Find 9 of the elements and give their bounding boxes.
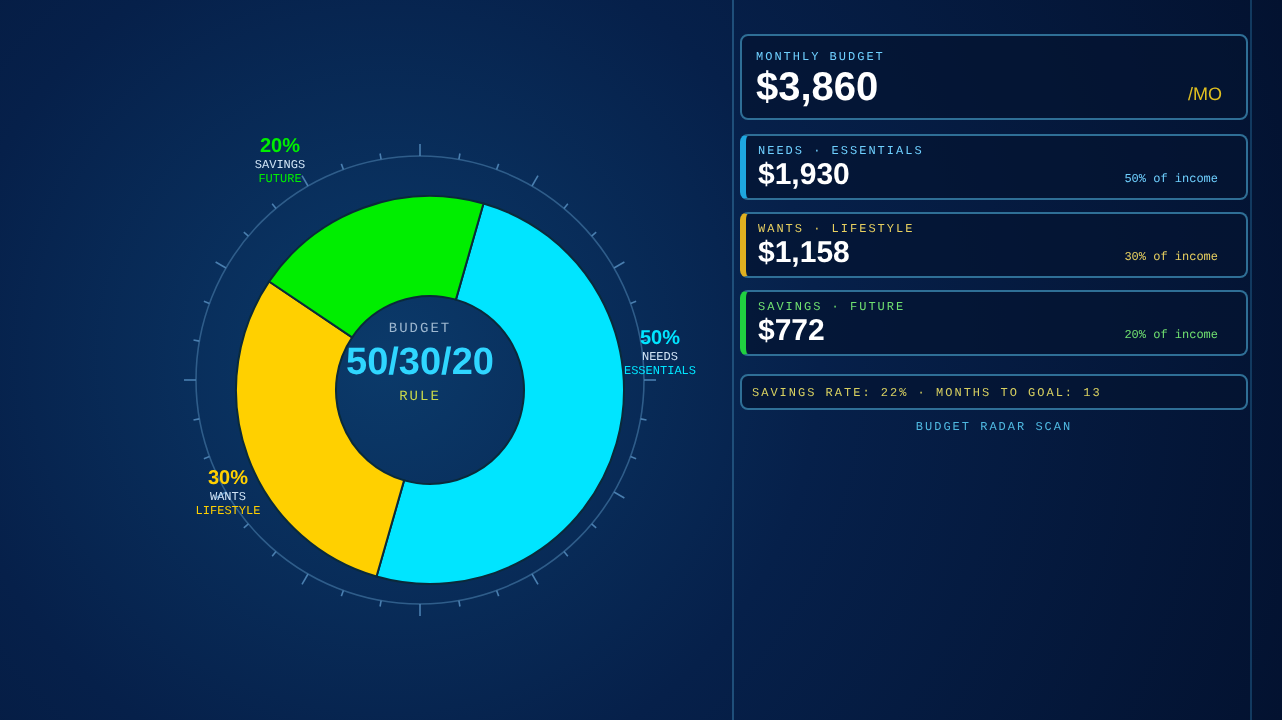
data-label: 30% bbox=[207, 468, 249, 490]
text: $1,158 bbox=[758, 236, 850, 270]
text: $1,930 bbox=[758, 158, 850, 192]
text: $772 bbox=[758, 314, 825, 348]
text: 50/30/20 bbox=[344, 340, 496, 388]
data-label: 20% bbox=[259, 136, 301, 158]
data-label: 50% bbox=[639, 328, 681, 350]
text: /MO bbox=[1188, 84, 1222, 104]
text: $3,860 bbox=[756, 66, 879, 112]
